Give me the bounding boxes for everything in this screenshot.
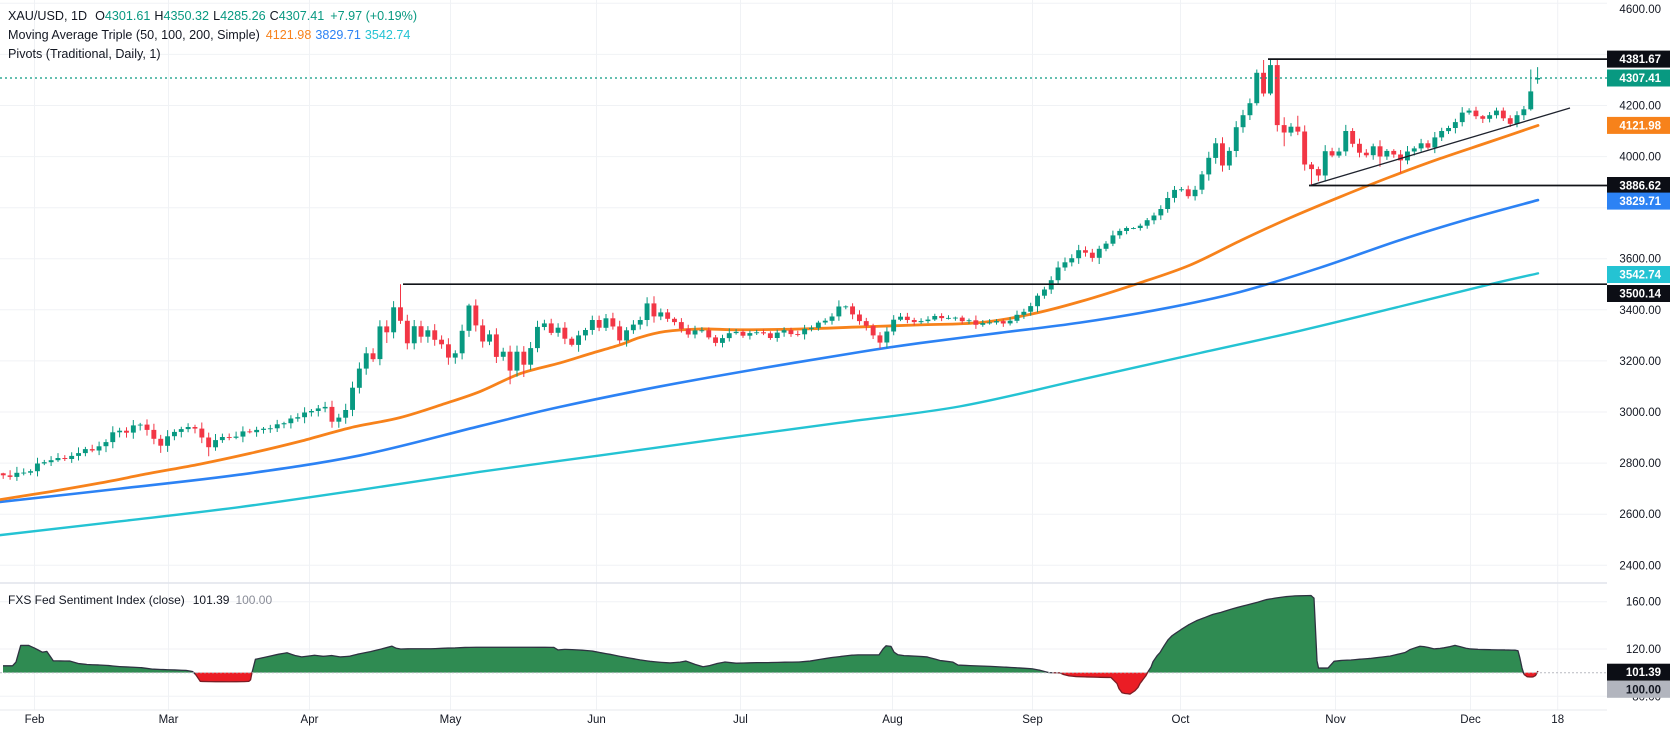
- svg-text:3829.71: 3829.71: [1619, 196, 1661, 208]
- svg-text:Apr: Apr: [301, 714, 319, 726]
- svg-text:3886.62: 3886.62: [1619, 181, 1661, 193]
- svg-text:3400.00: 3400.00: [1619, 305, 1661, 317]
- svg-text:100.00: 100.00: [1626, 684, 1661, 696]
- svg-text:160.00: 160.00: [1626, 597, 1661, 609]
- svg-text:4000.00: 4000.00: [1619, 152, 1661, 164]
- svg-text:101.39: 101.39: [1626, 667, 1661, 679]
- svg-text:18: 18: [1551, 714, 1564, 726]
- svg-text:May: May: [440, 714, 462, 726]
- svg-text:4200.00: 4200.00: [1619, 101, 1661, 113]
- svg-text:Mar: Mar: [159, 714, 179, 726]
- svg-text:Jun: Jun: [587, 714, 606, 726]
- svg-text:3600.00: 3600.00: [1619, 254, 1661, 266]
- svg-text:4121.98: 4121.98: [1619, 120, 1661, 132]
- svg-text:Nov: Nov: [1325, 714, 1346, 726]
- svg-text:3500.14: 3500.14: [1619, 289, 1661, 301]
- svg-text:4381.67: 4381.67: [1619, 54, 1661, 66]
- svg-text:4307.41: 4307.41: [1619, 73, 1661, 85]
- svg-text:Aug: Aug: [882, 714, 902, 726]
- svg-text:Moving Average Triple (50, 100: Moving Average Triple (50, 100, 200, Sim…: [8, 28, 410, 42]
- svg-text:2800.00: 2800.00: [1619, 458, 1661, 470]
- svg-text:4600.00: 4600.00: [1619, 4, 1661, 16]
- svg-text:3542.74: 3542.74: [1619, 270, 1661, 282]
- svg-text:3200.00: 3200.00: [1619, 356, 1661, 368]
- svg-text:Jul: Jul: [733, 714, 748, 726]
- svg-text:Sep: Sep: [1022, 714, 1042, 726]
- svg-text:Feb: Feb: [25, 714, 45, 726]
- svg-text:Oct: Oct: [1172, 714, 1191, 726]
- svg-text:Dec: Dec: [1460, 714, 1481, 726]
- svg-text:2600.00: 2600.00: [1619, 509, 1661, 521]
- svg-text:3000.00: 3000.00: [1619, 407, 1661, 419]
- svg-text:FXS Fed Sentiment Index (close: FXS Fed Sentiment Index (close) 101.39 100…: [8, 593, 272, 607]
- svg-text:2400.00: 2400.00: [1619, 560, 1661, 572]
- svg-text:120.00: 120.00: [1626, 644, 1661, 656]
- svg-text:Pivots (Traditional, Daily, 1): Pivots (Traditional, Daily, 1): [8, 47, 161, 61]
